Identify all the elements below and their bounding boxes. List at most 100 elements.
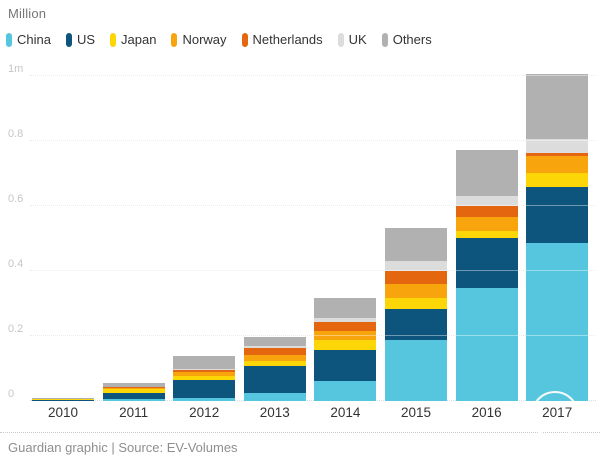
bar-2011: [102, 64, 165, 401]
bar-segment-norway-2013: [243, 355, 306, 361]
bar-2016: [455, 64, 518, 401]
footer-credit-text: Guardian graphic | Source: EV-Volumes: [8, 440, 238, 455]
bar-segment-norway-2016: [455, 217, 518, 231]
bar-segment-uk-2015: [385, 261, 447, 271]
legend-label: Others: [392, 32, 432, 47]
bar-segment-japan-2016: [455, 231, 518, 238]
y-tick-label: 0.8: [8, 128, 24, 140]
bar-segment-netherlands-2016: [455, 206, 518, 217]
watermark-circle-icon: [531, 391, 579, 439]
bar-segment-us-2016: [455, 238, 518, 288]
legend-label: Japan: [121, 32, 157, 47]
bar-segment-netherlands-2012: [173, 370, 236, 372]
y-axis-unit-label: Million: [8, 6, 47, 21]
legend-swatch-icon: [241, 32, 248, 47]
bar-segment-uk-2013: [243, 346, 306, 348]
gridline: [30, 140, 596, 141]
bar-segment-norway-2017: [526, 156, 589, 173]
bar-segment-others-2013: [243, 337, 306, 346]
bar-segment-norway-2015: [385, 284, 447, 298]
legend-item-netherlands: Netherlands: [241, 32, 323, 47]
bar-segment-others-2010: [32, 398, 94, 399]
x-tick-label-2013: 2013: [259, 405, 290, 420]
bar-segment-china-2013: [243, 393, 306, 401]
y-tick-label: 1m: [8, 63, 24, 75]
y-tick-label: 0.6: [8, 193, 24, 205]
bar-segment-norway-2012: [173, 372, 236, 376]
gridline: [30, 75, 596, 76]
plot-area: 0 0.2 0.4 0.6 0.8 1m: [0, 64, 600, 401]
legend-item-others: Others: [381, 32, 432, 47]
bar-segment-japan-2011: [102, 389, 165, 393]
bar-segment-netherlands-2011: [102, 387, 165, 388]
gridline: [30, 270, 596, 271]
bar-segment-us-2011: [102, 393, 165, 399]
bar-segment-others-2017: [526, 74, 589, 139]
legend-label: Netherlands: [252, 32, 323, 47]
bar-segment-us-2012: [173, 380, 236, 398]
bar-segment-netherlands-2014: [314, 322, 377, 331]
bar-segment-others-2011: [102, 383, 165, 387]
legend-item-uk: UK: [337, 32, 367, 47]
y-tick-label: 0: [8, 388, 15, 400]
gridline-overlay: [30, 75, 596, 76]
bar-segment-china-2014: [314, 381, 377, 401]
x-tick-label-2011: 2011: [119, 405, 149, 420]
legend-item-china: China: [6, 32, 51, 47]
legend-swatch-icon: [171, 32, 178, 47]
bar-segment-japan-2013: [243, 361, 306, 366]
x-tick-label-2016: 2016: [471, 405, 502, 420]
bar-2015: [385, 64, 447, 401]
bar-2012: [173, 64, 236, 401]
bar-segment-others-2012: [173, 356, 236, 369]
bar-segment-japan-2012: [173, 376, 236, 380]
x-axis-labels: 2010 2011 2012 2013 2014 2015 2016 2017: [0, 405, 600, 423]
legend-swatch-icon: [337, 32, 344, 47]
legend-swatch-icon: [65, 32, 72, 47]
gridline-overlay: [30, 335, 596, 336]
bar-segment-china-2011: [102, 399, 165, 401]
gridline: [30, 205, 596, 206]
bar-2013: [243, 64, 306, 401]
bar-2014: [314, 64, 377, 401]
legend-label: Norway: [182, 32, 227, 47]
x-tick-label-2015: 2015: [400, 405, 432, 420]
legend-swatch-icon: [110, 32, 117, 47]
x-tick-label-2012: 2012: [189, 405, 220, 420]
x-tick-label-2014: 2014: [330, 405, 361, 420]
footer: Guardian graphic | Source: EV-Volumes: [0, 432, 600, 455]
bar-segment-japan-2010: [32, 399, 94, 400]
bar-segment-uk-2012: [173, 369, 236, 370]
bar-segment-others-2014: [314, 298, 377, 318]
gridline-overlay: [30, 205, 596, 206]
bar-segment-norway-2014: [314, 331, 377, 340]
legend: China US Japan Norway Netherlands UK Others: [6, 32, 432, 47]
gridline: [30, 335, 596, 336]
legend-label: US: [76, 32, 96, 47]
gridline-overlay: [30, 270, 596, 271]
bar-segment-uk-2016: [455, 196, 518, 206]
bar-segment-us-2013: [243, 366, 306, 393]
x-tick-label-2010: 2010: [47, 405, 79, 420]
legend-swatch-icon: [381, 32, 388, 47]
bar-segment-norway-2011: [102, 388, 165, 389]
bar-segment-netherlands-2013: [243, 348, 306, 355]
bar-segment-china-2012: [173, 398, 236, 401]
bar-segment-china-2015: [385, 340, 447, 401]
legend-item-us: US: [65, 32, 96, 47]
bar-segment-uk-2014: [314, 318, 377, 322]
bar-segment-japan-2014: [314, 340, 377, 350]
bar-segment-us-2017: [526, 187, 589, 243]
legend-item-japan: Japan: [110, 32, 156, 47]
bar-segment-japan-2015: [385, 298, 447, 309]
bar-segment-china-2016: [455, 288, 518, 401]
bar-segment-us-2014: [314, 350, 377, 381]
bar-2010: [32, 64, 94, 401]
legend-label: China: [17, 32, 51, 47]
bar-segment-japan-2017: [526, 173, 589, 187]
gridline-overlay: [30, 140, 596, 141]
legend-item-norway: Norway: [171, 32, 227, 47]
bar-segment-others-2015: [385, 228, 447, 261]
bar-segment-china-2017: [526, 243, 589, 401]
